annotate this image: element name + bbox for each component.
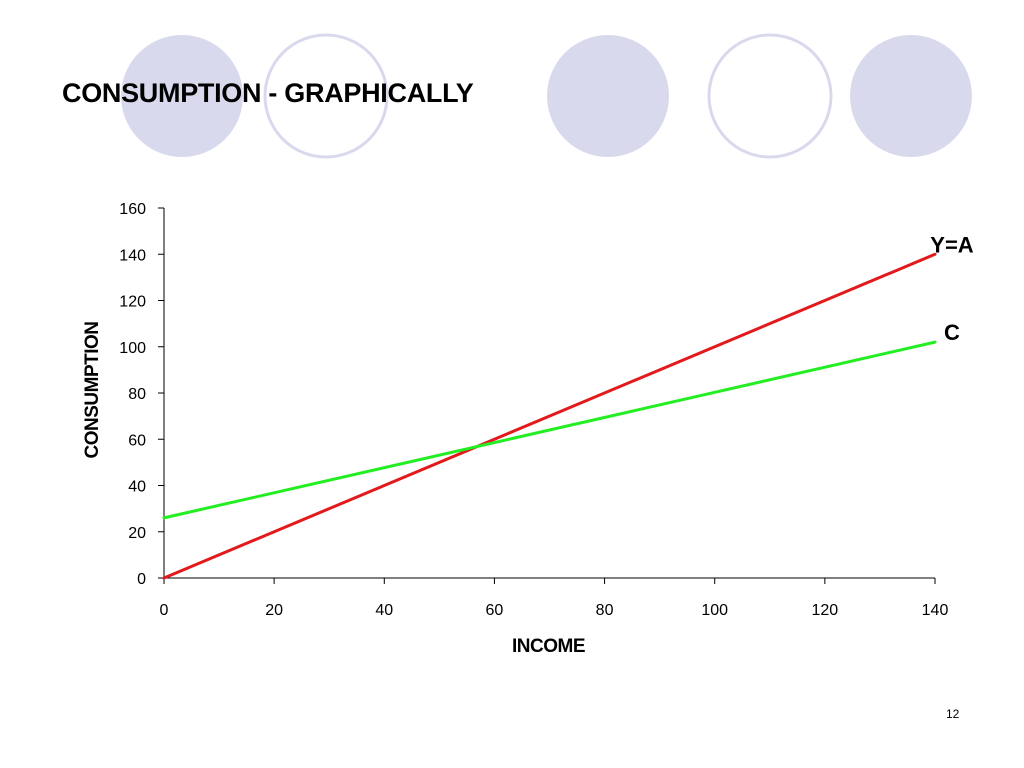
decor-circle-outline [263, 33, 389, 159]
x-tick-label: 100 [701, 602, 728, 619]
series-line-c [162, 340, 937, 520]
series-label: C [944, 320, 960, 345]
y-tick-label: 40 [128, 479, 146, 496]
y-tick-label: 60 [128, 432, 146, 449]
y-tick-label: 140 [119, 247, 146, 264]
x-tick-label: 140 [922, 602, 949, 619]
y-tick-label: 100 [119, 340, 146, 357]
x-tick-label: 0 [160, 602, 169, 619]
x-tick-label: 20 [265, 602, 283, 619]
x-tick-label: 80 [596, 602, 614, 619]
series-line-y-a [162, 252, 937, 580]
x-axis-title: INCOME [512, 636, 585, 657]
slide-title: CONSUMPTION - GRAPHICALLY [62, 78, 474, 108]
page-number: 12 [946, 707, 960, 721]
decor-circle-filled [547, 35, 669, 157]
y-tick-label: 160 [119, 201, 146, 218]
decor-circle-filled [850, 35, 972, 157]
x-tick-label: 40 [375, 602, 393, 619]
y-tick-label: 0 [137, 571, 146, 588]
y-tick-label: 120 [119, 294, 146, 311]
decor-circle-outline [707, 33, 833, 159]
y-axis-title: CONSUMPTION [82, 322, 103, 459]
x-tick-label: 120 [812, 602, 839, 619]
series-label: Y=A [930, 232, 974, 257]
decor-circle-filled [121, 35, 243, 157]
x-tick-label: 60 [486, 602, 504, 619]
y-tick-label: 20 [128, 525, 146, 542]
y-tick-label: 80 [128, 386, 146, 403]
